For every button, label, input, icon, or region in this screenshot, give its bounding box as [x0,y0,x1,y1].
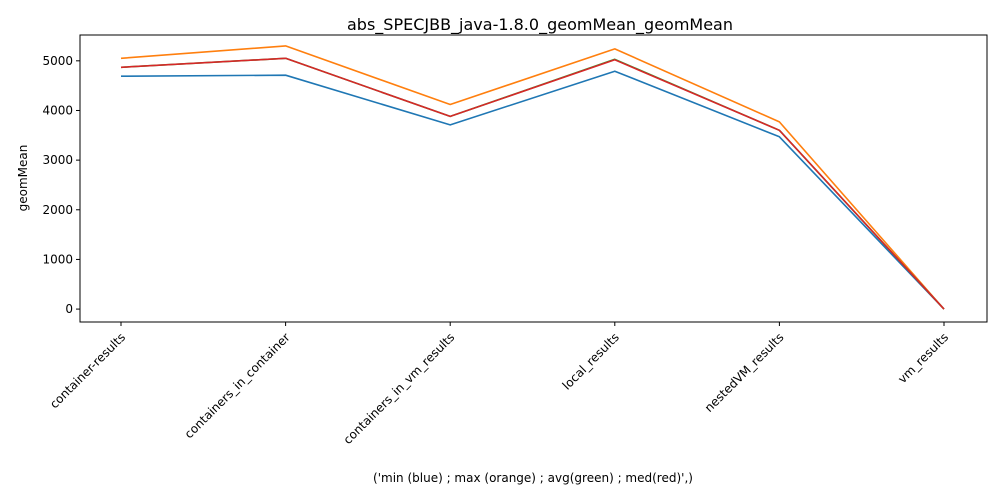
series-line-0 [120,70,945,310]
y-axis-label: geomMean [16,145,30,212]
y-tick-label: 1000 [42,252,73,266]
x-tick-label: container-results [47,330,128,411]
chart-title: abs_SPECJBB_java-1.8.0_geomMean_geomMean [347,15,733,35]
series-line-1 [120,45,945,310]
series-line-3 [120,57,945,310]
y-tick-label: 0 [65,302,73,316]
x-tick-label: vm_results [895,330,951,386]
x-tick-label: nestedVM_results [702,330,787,415]
x-tick-label: containers_in_container [182,330,293,441]
y-tick-label: 5000 [42,54,73,68]
series-layer [120,45,945,310]
x-tick-label: containers_in_vm_results [341,330,458,447]
x-axis: container-results containers_in_container… [47,322,951,447]
plot-area [79,34,988,323]
y-tick-label: 4000 [42,103,73,117]
y-tick-label: 2000 [42,203,73,217]
series-line-2 [120,57,945,310]
x-tick-label: local_results [560,330,622,392]
x-axis-label: ('min (blue) ; max (orange) ; avg(green)… [373,471,693,485]
y-axis: 0 1000 2000 3000 4000 5000 [42,54,80,316]
y-tick-label: 3000 [42,153,73,167]
